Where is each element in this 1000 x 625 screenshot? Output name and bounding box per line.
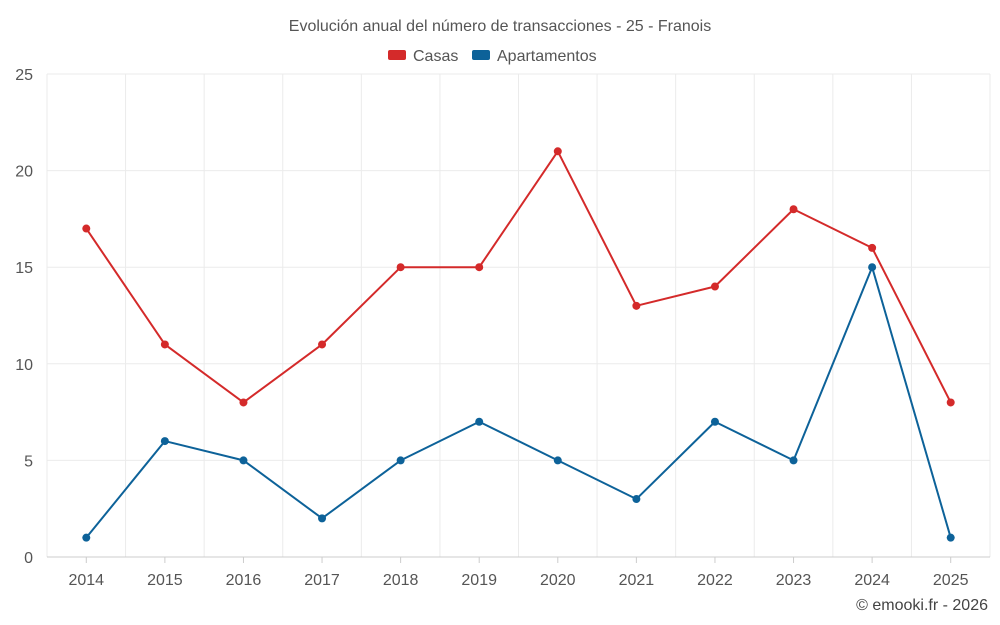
series-apartamentos (82, 263, 955, 542)
x-tick-label: 2019 (461, 572, 497, 589)
x-tick-label: 2017 (304, 572, 340, 589)
y-tick-label: 0 (24, 550, 33, 567)
data-point[interactable] (553, 456, 562, 465)
data-point[interactable] (946, 398, 955, 407)
x-tick-label: 2015 (147, 572, 183, 589)
y-axis: 0 5 10 15 20 25 (15, 67, 33, 567)
data-point[interactable] (239, 398, 248, 407)
data-point[interactable] (868, 263, 877, 272)
legend: Casas Apartamentos (388, 48, 597, 65)
x-tick-label: 2016 (226, 572, 262, 589)
data-point[interactable] (710, 282, 719, 291)
series (82, 147, 955, 542)
data-point[interactable] (318, 514, 327, 523)
y-tick-label: 15 (15, 260, 33, 277)
data-point[interactable] (160, 437, 169, 446)
data-point[interactable] (632, 495, 641, 504)
x-tick-label: 2025 (933, 572, 969, 589)
data-point[interactable] (82, 533, 91, 542)
credit-text: © emooki.fr - 2026 (856, 597, 988, 614)
data-point[interactable] (160, 340, 169, 349)
y-tick-label: 25 (15, 67, 33, 84)
x-axis: 2014 2015 2016 2017 2018 2019 2020 2021 2022 2023… (47, 556, 990, 589)
legend-label[interactable]: Casas (413, 48, 458, 65)
x-tick-label: 2024 (854, 572, 890, 589)
data-point[interactable] (396, 456, 405, 465)
series-line (85, 150, 952, 404)
data-point[interactable] (475, 417, 484, 426)
data-point[interactable] (789, 205, 798, 214)
y-tick-label: 10 (15, 357, 33, 374)
x-tick-label: 2023 (776, 572, 812, 589)
series-line (85, 266, 952, 539)
x-tick-label: 2020 (540, 572, 576, 589)
legend-label[interactable]: Apartamentos (497, 48, 597, 65)
x-tick-label: 2021 (619, 572, 655, 589)
data-point[interactable] (710, 417, 719, 426)
data-point[interactable] (239, 456, 248, 465)
data-point[interactable] (632, 301, 641, 310)
legend-swatch (472, 50, 490, 60)
data-point[interactable] (946, 533, 955, 542)
data-point[interactable] (82, 224, 91, 233)
y-tick-label: 5 (24, 453, 33, 470)
x-tick-label: 2018 (383, 572, 419, 589)
legend-swatch (388, 50, 406, 60)
data-point[interactable] (868, 243, 877, 252)
data-point[interactable] (396, 263, 405, 272)
x-tick-label: 2014 (68, 572, 104, 589)
data-point[interactable] (789, 456, 798, 465)
data-point[interactable] (318, 340, 327, 349)
x-tick-label: 2022 (697, 572, 733, 589)
data-point[interactable] (475, 263, 484, 272)
grid (46, 73, 991, 558)
y-tick-label: 20 (15, 164, 33, 181)
chart-title: Evolución anual del número de transaccio… (289, 18, 711, 35)
data-point[interactable] (553, 147, 562, 156)
series-casas (82, 147, 955, 407)
